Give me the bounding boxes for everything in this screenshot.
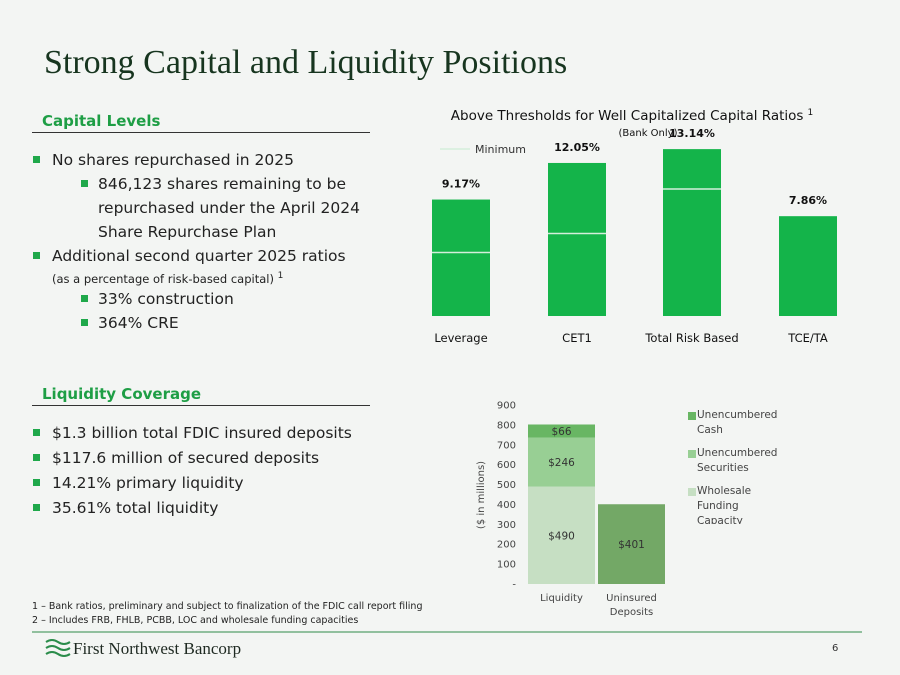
bullet-text: 14.21% primary liquidity bbox=[52, 474, 244, 492]
value-label: 9.17% bbox=[442, 178, 480, 191]
value-label: $490 bbox=[548, 530, 575, 542]
legend-label-box: Wholesale Funding Capacity bbox=[697, 485, 752, 524]
page-number: 6 bbox=[832, 643, 838, 654]
sub-bullet: 33% construction bbox=[80, 287, 377, 311]
x-tick-label-box: Uninsured Deposits bbox=[606, 593, 657, 618]
bullet-list: $1.3 billion total FDIC insured deposits… bbox=[32, 421, 377, 521]
bullet: $1.3 billion total FDIC insured deposits bbox=[32, 421, 377, 446]
slide-title: Strong Capital and Liquidity Positions bbox=[44, 44, 568, 81]
bullet-note: (as a percentage of risk-based capital) … bbox=[52, 268, 377, 287]
value-label: $66 bbox=[551, 426, 571, 438]
y-tick-label: 700 bbox=[497, 440, 516, 451]
chart-title-text: Above Thresholds for Well Capitalized Ca… bbox=[451, 108, 804, 124]
legend-swatch bbox=[688, 488, 696, 496]
section-heading: Capital Levels bbox=[32, 112, 370, 133]
y-tick-label: 900 bbox=[497, 401, 516, 412]
bar-segment bbox=[528, 424, 595, 438]
chart-subtitle: (Bank Only) bbox=[618, 128, 677, 139]
legend-label: Unencumbered Cash bbox=[697, 409, 778, 436]
x-tick-label: Uninsured Deposits bbox=[606, 593, 657, 618]
chart-title-sup: 1 bbox=[807, 108, 813, 118]
value-label: 7.86% bbox=[789, 194, 827, 207]
legend-label: Unencumbered Securities bbox=[697, 447, 778, 474]
section-heading: Liquidity Coverage bbox=[32, 385, 370, 406]
company-name: First Northwest Bancorp bbox=[73, 639, 241, 658]
legend-label: Minimum bbox=[475, 143, 526, 156]
bullet-text: 364% CRE bbox=[98, 313, 179, 332]
x-tick-label: CET1 bbox=[562, 331, 592, 345]
bullet: No shares repurchased in 2025 bbox=[32, 148, 377, 172]
legend-swatch bbox=[688, 450, 696, 458]
bar bbox=[548, 162, 606, 316]
bullet-text: 33% construction bbox=[98, 289, 234, 308]
value-label: $246 bbox=[548, 457, 575, 469]
legend-label: Wholesale Funding Capacity bbox=[697, 485, 752, 524]
legend-label-box: Unencumbered Securities bbox=[697, 447, 778, 474]
bullet: 35.61% total liquidity bbox=[32, 496, 377, 521]
y-tick-label: 800 bbox=[497, 420, 516, 431]
legend-label-box: Unencumbered Cash bbox=[697, 409, 778, 436]
bullet-text: No shares repurchased in 2025 bbox=[52, 151, 294, 169]
bullet-list: No shares repurchased in 2025 846,123 sha… bbox=[32, 148, 377, 335]
note-text: (as a percentage of risk-based capital) bbox=[52, 271, 274, 286]
footnote: 2 – Includes FRB, FHLB, PCBB, LOC and wh… bbox=[32, 615, 359, 626]
footnote-ref: 1 bbox=[277, 271, 284, 281]
bar bbox=[779, 216, 837, 316]
value-label: $401 bbox=[618, 539, 645, 551]
value-label: 12.05% bbox=[554, 141, 600, 154]
sub-bullet: 846,123 shares remaining to be repurchas… bbox=[80, 172, 377, 244]
bullet: 14.21% primary liquidity bbox=[32, 471, 377, 496]
bullet-text: Additional second quarter 2025 ratios bbox=[52, 247, 346, 265]
bullet-text: 846,123 shares remaining to be repurchas… bbox=[98, 175, 360, 241]
x-tick-label: TCE/TA bbox=[787, 331, 828, 345]
y-tick-label: - bbox=[512, 580, 516, 591]
bullet-text: $117.6 million of secured deposits bbox=[52, 449, 320, 467]
bullet: $117.6 million of secured deposits bbox=[32, 446, 377, 471]
bar-segment bbox=[528, 437, 595, 487]
y-tick-label: 400 bbox=[497, 500, 516, 511]
y-tick-label: 100 bbox=[497, 560, 516, 571]
logo-icon bbox=[45, 639, 71, 657]
bullet: Additional second quarter 2025 ratios (as… bbox=[32, 244, 377, 287]
bar-segment bbox=[598, 504, 665, 584]
legend-swatch bbox=[688, 412, 696, 420]
x-tick-label: Liquidity bbox=[540, 593, 583, 604]
x-tick-label: Leverage bbox=[434, 331, 487, 345]
x-tick-label-box: Liquidity bbox=[540, 593, 583, 604]
bullet-text: 35.61% total liquidity bbox=[52, 499, 219, 517]
x-tick-label: Total Risk Based bbox=[644, 331, 738, 345]
y-axis-label: ($ in millions) bbox=[476, 461, 487, 529]
y-tick-label: 200 bbox=[497, 540, 516, 551]
bar bbox=[432, 199, 490, 316]
bar-segment bbox=[528, 486, 595, 584]
y-tick-label: 300 bbox=[497, 520, 516, 531]
sub-bullet: 364% CRE bbox=[80, 311, 377, 335]
chart-title: Above Thresholds for Well Capitalized Ca… bbox=[451, 108, 813, 124]
y-tick-label: 600 bbox=[497, 460, 516, 471]
bar bbox=[663, 149, 721, 316]
bullet-text: $1.3 billion total FDIC insured deposits bbox=[52, 424, 352, 442]
y-tick-label: 500 bbox=[497, 480, 516, 491]
footnote: 1 – Bank ratios, preliminary and subject… bbox=[32, 601, 423, 612]
value-label: 13.14% bbox=[669, 127, 715, 140]
